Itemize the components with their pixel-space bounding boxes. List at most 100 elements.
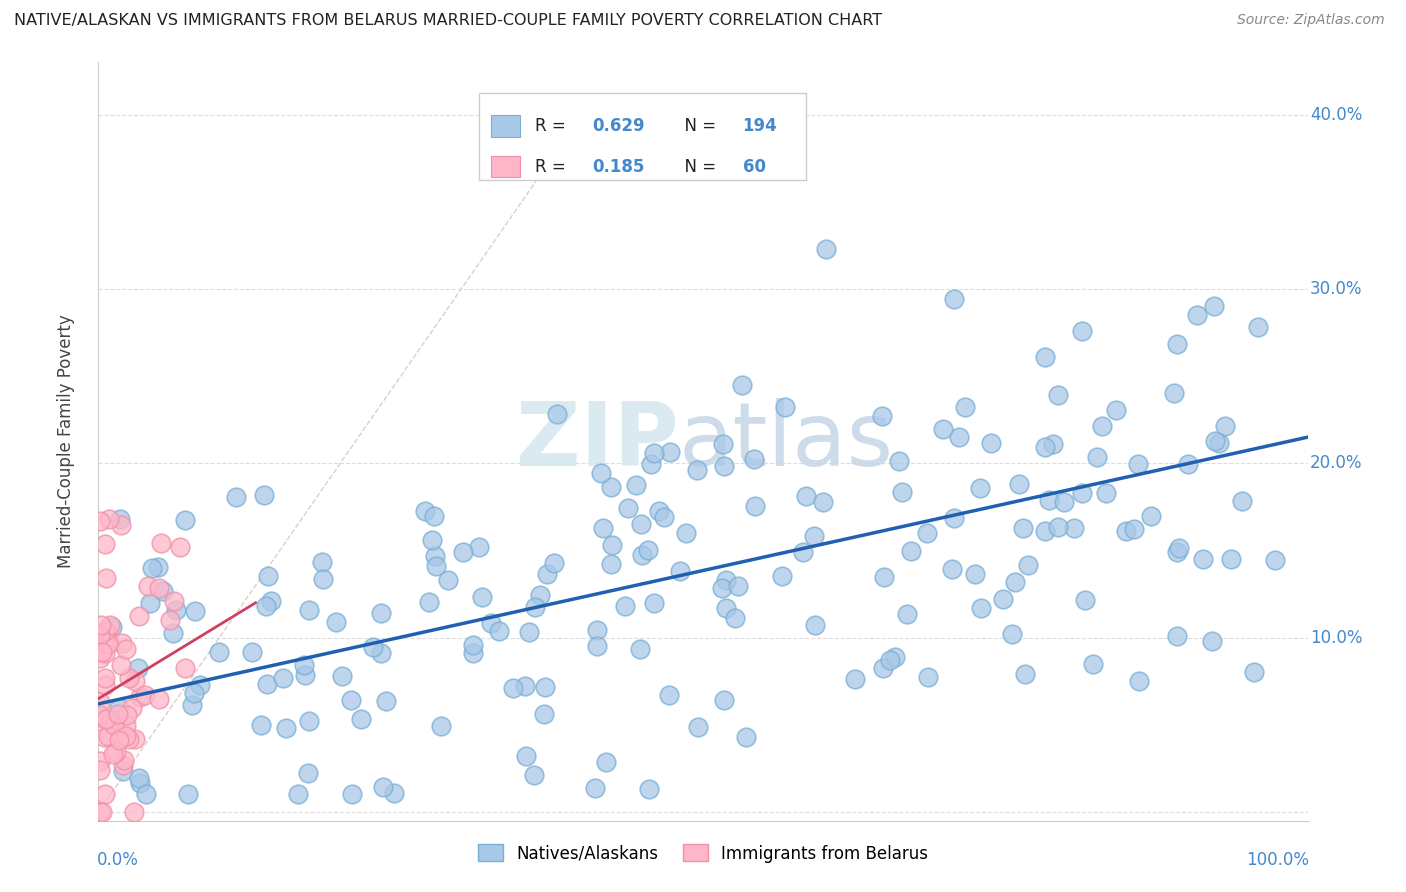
Point xyxy=(844,672,866,686)
Bar xyxy=(492,115,520,136)
Point xyxy=(1001,627,1024,641)
Point xyxy=(675,526,697,541)
Point xyxy=(792,545,814,559)
Point xyxy=(89,651,111,665)
Point xyxy=(96,624,118,639)
Point xyxy=(1126,457,1149,471)
Point xyxy=(1232,494,1254,508)
Point xyxy=(546,407,568,421)
Point xyxy=(128,609,150,624)
Point xyxy=(91,645,114,659)
Point xyxy=(1074,592,1097,607)
Point xyxy=(1177,457,1199,471)
Point xyxy=(184,604,207,618)
Point xyxy=(1208,435,1230,450)
Point xyxy=(89,710,111,724)
Point xyxy=(256,677,278,691)
Point xyxy=(727,579,749,593)
Point xyxy=(124,731,146,746)
Point xyxy=(112,753,135,767)
Point xyxy=(89,514,111,528)
Point xyxy=(103,717,125,731)
Point xyxy=(274,721,297,735)
Point xyxy=(543,557,565,571)
Point xyxy=(657,689,679,703)
Point xyxy=(89,695,111,709)
Point xyxy=(451,545,474,559)
Point xyxy=(115,718,138,732)
Point xyxy=(225,490,247,504)
Point xyxy=(98,716,121,731)
Point xyxy=(1047,520,1070,534)
Point xyxy=(97,729,120,743)
Point xyxy=(425,559,447,574)
Point xyxy=(110,658,132,673)
Point xyxy=(162,625,184,640)
Point xyxy=(980,436,1002,450)
Point xyxy=(889,454,911,468)
Point xyxy=(1071,324,1094,338)
Point xyxy=(96,713,118,727)
Point xyxy=(734,731,756,745)
Point xyxy=(744,499,766,513)
Point xyxy=(115,708,138,723)
Point xyxy=(420,533,443,548)
Point xyxy=(713,458,735,473)
Point xyxy=(586,639,609,653)
Point xyxy=(643,446,665,460)
Point xyxy=(803,529,825,543)
Point xyxy=(111,764,134,779)
Text: ZIP: ZIP xyxy=(516,398,679,485)
Point xyxy=(794,489,817,503)
Point xyxy=(382,786,405,800)
Point xyxy=(991,591,1014,606)
Point xyxy=(108,700,131,714)
Point xyxy=(292,658,315,673)
Point xyxy=(917,669,939,683)
Point xyxy=(90,618,112,632)
Point xyxy=(298,603,321,617)
Point xyxy=(1264,553,1286,567)
Point xyxy=(731,377,754,392)
Point xyxy=(115,729,138,743)
Point xyxy=(1246,319,1268,334)
Point xyxy=(297,766,319,780)
Point xyxy=(311,556,333,570)
Point xyxy=(1220,552,1243,566)
Point xyxy=(128,776,150,790)
Text: R =: R = xyxy=(534,117,571,135)
Point xyxy=(98,617,121,632)
Text: 60: 60 xyxy=(742,158,766,176)
Point xyxy=(104,746,127,760)
Text: 30.0%: 30.0% xyxy=(1310,280,1362,298)
Point xyxy=(373,780,395,794)
Point xyxy=(640,457,662,471)
Point xyxy=(370,606,392,620)
Point xyxy=(370,646,392,660)
Y-axis label: Married-Couple Family Poverty: Married-Couple Family Poverty xyxy=(56,315,75,568)
Point xyxy=(963,566,986,581)
Point xyxy=(127,661,149,675)
Point xyxy=(592,521,614,535)
Point xyxy=(1163,385,1185,400)
Point xyxy=(804,617,827,632)
Point xyxy=(208,645,231,659)
Point xyxy=(437,573,460,587)
Point xyxy=(94,537,117,551)
Point xyxy=(429,719,451,733)
Point xyxy=(872,570,894,584)
Point xyxy=(1063,521,1085,535)
Legend: Natives/Alaskans, Immigrants from Belarus: Natives/Alaskans, Immigrants from Belaru… xyxy=(471,838,935,869)
Point xyxy=(813,494,835,508)
Point xyxy=(1243,665,1265,680)
Point xyxy=(770,568,793,582)
Point xyxy=(624,478,647,492)
Point xyxy=(643,596,665,610)
Point xyxy=(183,686,205,700)
Point xyxy=(713,692,735,706)
Point xyxy=(1166,545,1188,559)
Point xyxy=(121,701,143,715)
FancyBboxPatch shape xyxy=(479,93,806,180)
Point xyxy=(517,625,540,640)
Point xyxy=(1166,629,1188,643)
